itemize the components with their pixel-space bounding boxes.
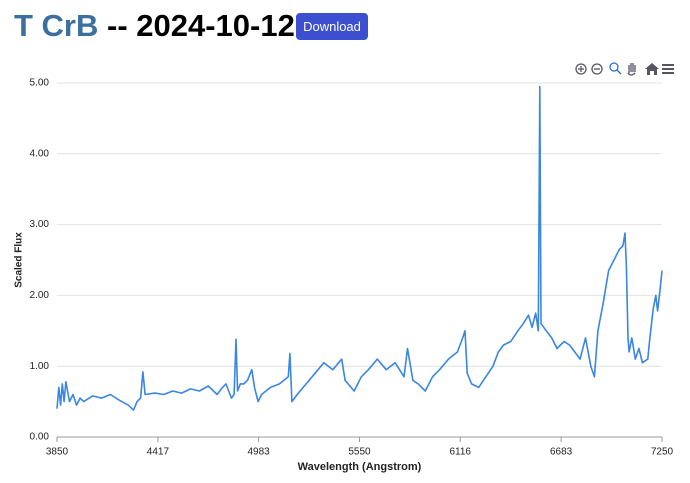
y-tick-label: 0.00 — [30, 432, 50, 443]
x-tick-label: 4983 — [247, 447, 270, 458]
toolbar — [575, 62, 674, 76]
y-tick-label: 2.00 — [30, 290, 50, 301]
x-tick-label: 6683 — [550, 447, 573, 458]
zoom-out-icon[interactable] — [591, 63, 603, 75]
spectrum-line — [56, 85, 663, 411]
object-name: T CrB — [14, 8, 99, 43]
y-tick-label: 4.00 — [30, 148, 50, 159]
x-tick-label: 4417 — [147, 447, 170, 458]
pan-icon[interactable] — [627, 63, 636, 76]
home-icon[interactable] — [645, 63, 659, 75]
y-tick-label: 3.00 — [30, 219, 50, 230]
y-tick-label: 1.00 — [30, 361, 50, 372]
download-button[interactable]: Download — [296, 13, 368, 40]
x-tick-label: 5550 — [348, 447, 371, 458]
x-tick-label: 7250 — [651, 447, 674, 458]
zoom-icon[interactable] — [609, 62, 622, 75]
zoom-in-icon[interactable] — [575, 63, 587, 75]
menu-icon[interactable] — [662, 64, 674, 74]
x-axis-title: Wavelength (Angstrom) — [298, 461, 422, 473]
date-text: -- 2024-10-12 — [107, 8, 295, 43]
y-axis-title: Scaled Flux — [14, 232, 25, 288]
y-tick-label: 5.00 — [30, 78, 50, 89]
title: T CrB -- 2024-10-12 — [14, 8, 295, 44]
x-tick-label: 6116 — [449, 447, 471, 458]
x-tick-label: 3850 — [46, 447, 69, 458]
